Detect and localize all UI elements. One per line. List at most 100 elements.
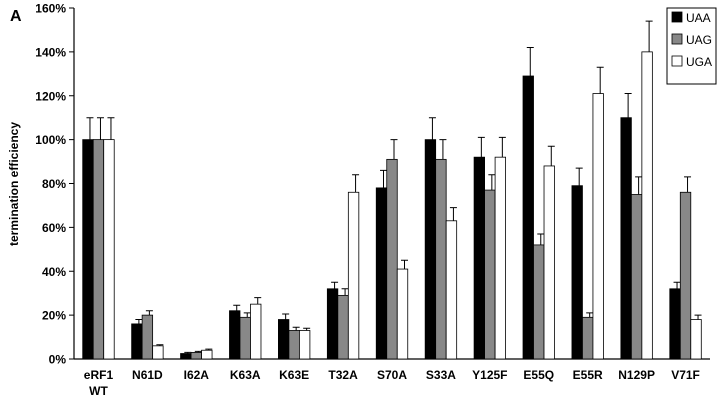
error-bar-uga (645, 20, 653, 52)
error-bar-uaa (184, 351, 192, 354)
bar-uag (679, 191, 692, 360)
error-bar-uga (205, 348, 213, 351)
x-tick-label: Y125F (472, 368, 507, 382)
bar-uga (347, 191, 360, 360)
error-bar-uga (352, 174, 360, 193)
bar-uaa (82, 139, 94, 360)
bar-uaa (278, 319, 290, 360)
legend-swatch-uag (671, 33, 683, 45)
error-bar-uag (586, 312, 594, 318)
bar-uga (299, 330, 311, 360)
x-tick-label: N129P (618, 368, 655, 382)
x-tick-label: eRF1 WT (84, 368, 114, 398)
y-tick-label: 80% (42, 177, 66, 191)
bar-uga (250, 303, 262, 360)
legend-label-uag: UAG (686, 33, 712, 47)
legend-swatch-uaa (671, 11, 683, 23)
error-bar-uga (596, 66, 604, 94)
bar-uag (92, 139, 105, 360)
y-tick-label: 40% (42, 265, 66, 279)
bar-uaa (180, 353, 192, 360)
bar-uaa (131, 323, 143, 360)
y-tick-label: 20% (42, 309, 66, 323)
error-bar-uaa (428, 117, 436, 140)
bar-uaa (522, 75, 534, 360)
bar-uga (152, 345, 164, 360)
x-tick-label: T32A (328, 368, 358, 382)
error-bar-uga (156, 344, 164, 346)
bar-uga (592, 93, 604, 360)
bar-uga (201, 349, 213, 360)
y-tick-label: 140% (35, 45, 66, 59)
x-tick-label: I62A (184, 368, 210, 382)
x-tick-label: K63A (230, 368, 261, 382)
bar-uag (190, 352, 202, 360)
bar-uag (533, 244, 545, 360)
y-axis-label: termination efficiency (7, 122, 21, 246)
error-bar-uaa (282, 313, 290, 320)
panel-label: A (10, 8, 22, 25)
error-bar-uga (303, 327, 311, 331)
error-bar-uag (145, 310, 153, 316)
bar-uga (396, 268, 409, 360)
y-tick-label: 160% (35, 2, 66, 16)
x-tick-label: K63E (279, 368, 309, 382)
error-bar-uaa (86, 117, 94, 140)
bar-uaa (326, 288, 339, 360)
error-bar-uag (341, 288, 349, 296)
error-bar-uag (488, 174, 496, 191)
bar-uaa (620, 117, 632, 360)
bar-uaa (229, 310, 241, 360)
bar-uag (484, 189, 496, 360)
error-bar-uag (635, 176, 643, 195)
x-tick-label: E55Q (523, 368, 554, 382)
error-bar-uaa (673, 281, 681, 289)
bar-uag (630, 194, 643, 360)
x-tick-label: E55R (573, 368, 603, 382)
bar-uaa (473, 156, 485, 360)
error-bar-uaa (575, 167, 583, 186)
error-bar-uag (537, 233, 545, 245)
bar-uag (141, 314, 154, 360)
bar-uag (239, 316, 251, 360)
error-bar-uag (390, 139, 398, 160)
bar-uga (641, 51, 653, 360)
x-tick-label: N61D (132, 368, 163, 382)
error-bar-uag (194, 350, 202, 353)
bar-uaa (571, 185, 583, 360)
error-bar-uga (107, 117, 115, 140)
bar-uga (494, 156, 506, 360)
bar-uga (445, 220, 458, 360)
error-bar-uga (254, 297, 262, 305)
bar-uaa (375, 187, 388, 360)
x-tick-label: S33A (426, 368, 456, 382)
error-bar-uga (401, 259, 408, 270)
error-bar-uag (684, 176, 692, 193)
error-bar-uaa (233, 304, 241, 311)
bar-uaa (424, 139, 437, 360)
bar-uag (582, 316, 594, 360)
error-bar-uaa (624, 93, 632, 118)
y-tick-label: 100% (35, 133, 66, 147)
error-bar-uaa (477, 136, 485, 158)
error-bar-uaa (526, 46, 534, 77)
error-bar-uaa (331, 281, 339, 289)
bar-uag (386, 158, 398, 360)
error-bar-uaa (135, 319, 143, 324)
legend-label-uga: UGA (686, 55, 712, 69)
bar-uga (103, 139, 115, 360)
x-tick-label: V71F (671, 368, 700, 382)
legend-label-uaa: UAA (686, 11, 711, 25)
y-tick-label: 0% (49, 353, 67, 367)
error-bar-uga (547, 145, 555, 166)
legend: UAA UAG UGA (666, 7, 717, 85)
y-tick-label: 120% (35, 89, 66, 103)
bar-uga (690, 319, 702, 360)
error-bar-uag (243, 312, 251, 318)
error-bar-uag (292, 326, 300, 331)
legend-swatch-uga (671, 55, 683, 67)
x-tick-label: S70A (377, 368, 407, 382)
error-bar-uga (694, 314, 702, 320)
error-bar-uag (96, 117, 104, 140)
